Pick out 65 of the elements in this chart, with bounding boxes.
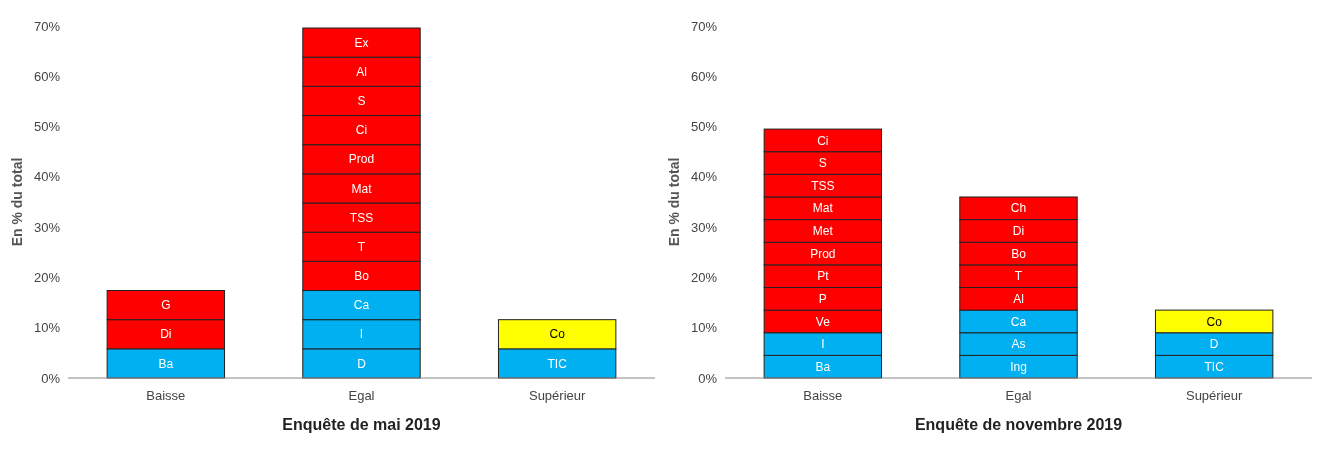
- data-label: Bo: [354, 269, 370, 284]
- y-tick-label: 30%: [33, 219, 61, 235]
- data-label: I: [821, 337, 825, 352]
- data-label: Mat: [812, 201, 834, 216]
- data-label: P: [818, 292, 827, 306]
- y-tick-label: 70%: [33, 18, 61, 34]
- data-label: I: [359, 327, 364, 342]
- y-tick-label: 60%: [690, 68, 718, 84]
- y-tick-label: 0%: [698, 370, 718, 386]
- data-label: Mat: [351, 181, 373, 196]
- data-label: As: [1011, 337, 1026, 352]
- data-label: Ca: [1010, 314, 1027, 329]
- data-label: TIC: [547, 356, 568, 371]
- y-tick-label: 50%: [690, 119, 718, 135]
- y-tick-label: 40%: [690, 169, 718, 185]
- x-axis-title: Enquête de mai 2019: [282, 416, 441, 433]
- data-label: TIC: [1204, 359, 1225, 374]
- x-tick-label: Supérieur: [528, 388, 587, 403]
- data-label: Ex: [354, 35, 369, 50]
- y-tick-label: 70%: [690, 18, 718, 34]
- x-tick-label: Baisse: [146, 388, 186, 403]
- data-label: Met: [812, 224, 834, 239]
- data-label: Ci: [817, 133, 829, 148]
- data-label: S: [357, 94, 366, 109]
- y-axis-title: En % du total: [666, 157, 682, 247]
- data-label: Ci: [355, 123, 368, 138]
- x-tick-label: Baisse: [803, 388, 843, 403]
- data-label: T: [357, 239, 366, 254]
- data-label: Di: [1012, 224, 1025, 239]
- y-tick-label: 30%: [690, 219, 718, 235]
- x-axis-title: Enquête de novembre 2019: [914, 416, 1123, 433]
- x-tick-label: Egal: [348, 388, 375, 403]
- data-label: Al: [1013, 292, 1024, 306]
- data-label: Pt: [817, 269, 830, 284]
- data-label: TSS: [349, 210, 374, 225]
- data-label: Al: [356, 64, 367, 79]
- data-label: Prod: [810, 246, 836, 261]
- data-label: T: [1014, 269, 1023, 284]
- data-label: G: [161, 298, 171, 313]
- data-label: Di: [160, 327, 172, 342]
- data-label: Ch: [1010, 201, 1027, 216]
- data-label: Prod: [348, 152, 375, 167]
- data-label: D: [357, 356, 367, 371]
- data-label: TSS: [811, 178, 835, 193]
- data-label: Ba: [158, 356, 174, 371]
- data-label: Co: [549, 327, 566, 342]
- y-tick-label: 60%: [33, 68, 61, 84]
- data-label: Bo: [1011, 246, 1027, 261]
- data-label: D: [1209, 337, 1219, 352]
- data-label: Co: [1206, 314, 1223, 329]
- y-tick-label: 50%: [33, 119, 61, 135]
- y-tick-label: 0%: [41, 370, 61, 386]
- data-label: Ing: [1010, 359, 1027, 374]
- y-axis-title: En % du total: [9, 157, 25, 247]
- data-label: Ca: [353, 298, 370, 313]
- x-tick-label: Supérieur: [1185, 388, 1244, 403]
- y-tick-label: 20%: [690, 269, 718, 285]
- y-tick-label: 10%: [33, 320, 61, 336]
- data-label: S: [818, 156, 827, 171]
- data-label: Ve: [815, 314, 831, 329]
- x-tick-label: Egal: [1005, 388, 1032, 403]
- y-tick-label: 40%: [33, 169, 61, 185]
- data-label: Ba: [815, 359, 831, 374]
- y-tick-label: 10%: [690, 320, 718, 336]
- y-tick-label: 20%: [33, 269, 61, 285]
